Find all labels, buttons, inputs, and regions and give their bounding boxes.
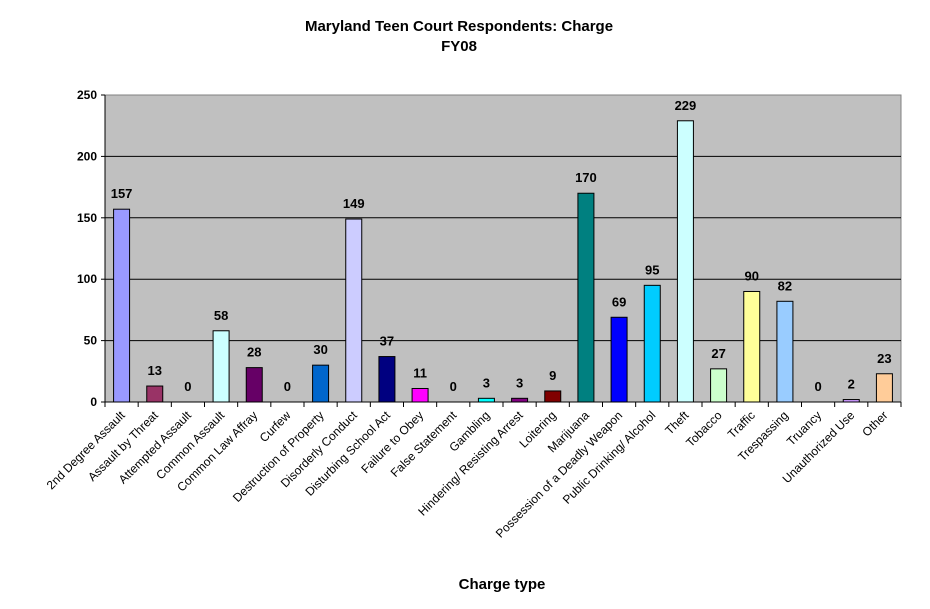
x-tick-label: Other	[859, 408, 890, 439]
bar	[511, 397, 529, 403]
data-label: 28	[247, 345, 261, 360]
data-label: 69	[612, 294, 626, 309]
data-label: 23	[877, 351, 891, 366]
y-tick-label: 100	[77, 272, 97, 286]
y-tick-label: 250	[77, 88, 97, 102]
bar	[710, 368, 728, 403]
data-label: 9	[549, 368, 556, 383]
data-label: 90	[745, 268, 759, 283]
data-label: 157	[111, 186, 133, 201]
data-label: 170	[575, 170, 597, 185]
y-tick-label: 0	[90, 395, 97, 409]
bar	[577, 192, 595, 403]
bar	[212, 330, 230, 403]
data-label: 95	[645, 262, 659, 277]
bar	[875, 373, 893, 403]
bar	[477, 397, 495, 403]
data-label: 149	[343, 196, 365, 211]
bar	[842, 399, 860, 403]
bar	[378, 356, 396, 403]
data-label: 0	[450, 379, 457, 394]
data-label: 2	[848, 377, 855, 392]
bar	[544, 390, 562, 403]
data-label: 0	[814, 379, 821, 394]
data-label: 0	[284, 379, 291, 394]
y-tick-label: 200	[77, 149, 97, 163]
bar	[776, 300, 794, 403]
bar	[113, 208, 131, 403]
data-label: 3	[483, 375, 490, 390]
plot-area	[104, 94, 902, 403]
bar	[245, 367, 263, 403]
data-label: 27	[711, 346, 725, 361]
data-label: 13	[148, 363, 162, 378]
data-label: 11	[413, 365, 427, 380]
data-label: 229	[675, 98, 697, 113]
x-axis-title: Charge type	[459, 576, 546, 593]
bar	[411, 387, 429, 403]
y-tick-label: 50	[84, 334, 98, 348]
bar	[676, 120, 694, 403]
bar	[743, 290, 761, 403]
x-tick-label: Tobacco	[683, 408, 725, 450]
bar	[610, 316, 628, 403]
data-label: 58	[214, 308, 228, 323]
data-label: 82	[778, 278, 792, 293]
data-label: 37	[380, 334, 394, 349]
data-label: 30	[313, 342, 327, 357]
data-label: 3	[516, 375, 523, 390]
chart-subtitle: FY08	[441, 38, 477, 55]
bar	[643, 284, 661, 403]
x-tick-label: Theft	[662, 408, 692, 438]
y-tick-label: 150	[77, 211, 97, 225]
bar	[312, 364, 330, 403]
chart-title: Maryland Teen Court Respondents: Charge	[305, 18, 613, 35]
bar	[146, 385, 164, 403]
bar	[345, 218, 363, 403]
data-label: 0	[184, 379, 191, 394]
